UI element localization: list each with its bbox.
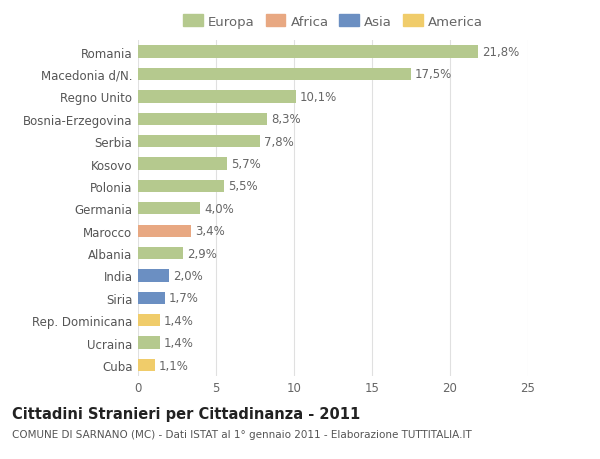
Bar [138,136,260,148]
Bar [138,337,160,349]
Text: 10,1%: 10,1% [299,91,337,104]
Text: COMUNE DI SARNANO (MC) - Dati ISTAT al 1° gennaio 2011 - Elaborazione TUTTITALIA: COMUNE DI SARNANO (MC) - Dati ISTAT al 1… [12,429,472,439]
Bar [138,314,160,327]
Bar [138,270,169,282]
Bar [138,225,191,237]
Text: 7,8%: 7,8% [263,135,293,148]
Text: 17,5%: 17,5% [415,68,452,81]
Text: 1,4%: 1,4% [164,336,194,349]
Text: 5,5%: 5,5% [228,180,257,193]
Text: 1,7%: 1,7% [169,292,198,305]
Bar [138,203,200,215]
Text: 1,1%: 1,1% [159,359,189,372]
Text: 2,9%: 2,9% [187,247,217,260]
Text: 8,3%: 8,3% [271,113,301,126]
Bar [138,292,164,304]
Bar [138,158,227,170]
Bar [138,46,478,59]
Text: 1,4%: 1,4% [164,314,194,327]
Bar [138,91,296,103]
Bar [138,359,155,371]
Bar [138,113,268,126]
Bar [138,247,183,260]
Text: 4,0%: 4,0% [204,202,234,215]
Legend: Europa, Africa, Asia, America: Europa, Africa, Asia, America [181,13,485,31]
Bar [138,180,224,193]
Text: 21,8%: 21,8% [482,46,519,59]
Text: 2,0%: 2,0% [173,269,203,282]
Bar [138,69,411,81]
Text: 3,4%: 3,4% [195,225,224,238]
Text: 5,7%: 5,7% [231,158,260,171]
Text: Cittadini Stranieri per Cittadinanza - 2011: Cittadini Stranieri per Cittadinanza - 2… [12,406,360,421]
